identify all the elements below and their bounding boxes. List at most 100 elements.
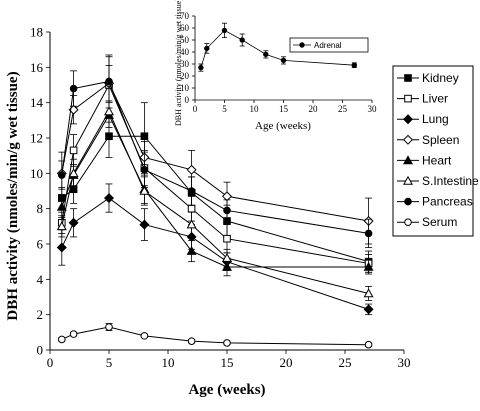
main-point-lung (56, 242, 67, 253)
legend-label-pancreas: Pancreas (422, 195, 473, 209)
inset-legend-box (289, 37, 369, 53)
inset-point-adrenal (263, 51, 269, 58)
main-series-liver (58, 56, 373, 273)
main-y-tick-label: 8 (37, 201, 44, 216)
main-point-s-intestine (222, 252, 232, 262)
inset-x-tick-label: 20 (309, 104, 319, 114)
legend-item-lung: Lung (397, 112, 449, 126)
legend-item-pancreas: Pancreas (397, 195, 473, 209)
main-point-pancreas (105, 77, 113, 86)
main-point-pancreas (58, 171, 66, 179)
main-point-heart (56, 201, 67, 211)
main-x-tick-label: 20 (280, 355, 293, 370)
inset-plot: 0 5 10 15 20 25 30 0 10 20 30 40 50 60 70 Age (weeks)… (174, 0, 377, 132)
inset-x-tick-label: 0 (193, 104, 198, 114)
main-point-serum (58, 335, 66, 344)
main-point-liver (223, 234, 231, 243)
inset-point-adrenal (221, 27, 228, 34)
main-y-tick-label: 10 (30, 166, 43, 181)
legend-item-heart: Heart (397, 153, 452, 167)
legend-item-kidney: Kidney (397, 71, 459, 85)
inset-point-adrenal (204, 45, 210, 52)
inset-y-tick-label: 50 (180, 35, 190, 45)
main-y-tick-label: 2 (37, 307, 44, 322)
legend-marker-serum (404, 218, 412, 226)
main-y-tick-label: 0 (37, 343, 44, 358)
legend-item-liver: Liver (397, 92, 448, 106)
main-point-s-intestine (56, 221, 67, 231)
inset-series (198, 22, 357, 72)
legend-label-heart: Heart (422, 153, 452, 167)
inset-x-axis-title: Age (weeks) (255, 120, 311, 132)
main-series-serum (58, 323, 373, 349)
legend-marker-kidney (404, 74, 412, 82)
inset-x-tick-label: 15 (279, 104, 289, 114)
main-series (56, 54, 374, 349)
legend-item-serum: Serum (397, 215, 457, 229)
main-y-tick-label: 4 (37, 272, 44, 287)
inset-x-tick-label: 30 (368, 104, 378, 114)
main-series-s-intestine (56, 100, 374, 301)
inset-y-tick-label: 20 (180, 71, 190, 81)
main-y-tick-label: 18 (30, 25, 43, 40)
main-point-s-intestine (186, 219, 197, 229)
legend: Kidney Liver Lung Spleen Heart S.Intestine Pan… (392, 65, 479, 237)
main-x-tick-label: 25 (339, 355, 352, 370)
main-series-heart (56, 102, 374, 277)
legend-marker-pancreas (404, 197, 412, 206)
main-y-tick-label: 6 (37, 237, 44, 252)
main-x-tick-label: 15 (221, 355, 234, 370)
main-point-s-intestine (139, 185, 150, 195)
main-point-pancreas (140, 166, 149, 174)
main-x-tick-label: 30 (398, 355, 411, 370)
main-point-lung (104, 193, 114, 204)
main-point-spleen (186, 164, 197, 175)
main-point-liver (187, 204, 196, 213)
legend-label-spleen: Spleen (422, 133, 459, 147)
inset-y-tick-label: 40 (180, 47, 190, 57)
main-point-s-intestine (68, 168, 79, 178)
legend-label-serum: Serum (422, 215, 457, 229)
main-series-pancreas (58, 54, 373, 248)
inset-y-tick-label: 60 (180, 23, 190, 33)
main-point-kidney (140, 132, 149, 141)
main-point-liver (69, 146, 78, 155)
main-point-serum (140, 332, 149, 340)
main-point-serum (364, 340, 373, 349)
main-x-axis-title: Age (weeks) (188, 382, 265, 398)
inset-y-tick-label: 30 (180, 59, 190, 69)
main-y-tick-label: 14 (30, 95, 44, 110)
main-plot: 0 5 10 15 20 25 30 0 2 4 6 8 10 12 14 16 18 Age (weeks)… (5, 25, 411, 398)
main-y-tick-label: 12 (30, 131, 43, 146)
inset-x-tick-label: 10 (250, 104, 260, 114)
main-point-s-intestine (363, 288, 374, 298)
main-point-lung (139, 219, 150, 230)
legend-box (392, 65, 474, 237)
inset-point-adrenal (280, 57, 287, 64)
main-point-pancreas (187, 187, 196, 195)
inset-legend-label-adrenal: Adrenal (314, 41, 342, 50)
main-point-serum (187, 337, 196, 345)
legend-label-liver: Liver (422, 92, 448, 106)
inset-y-tick-label: 0 (185, 95, 190, 105)
inset-y-axis-title: DBH activity (nmoles/min/g wet tissue) (174, 0, 183, 126)
inset-y-tick-label: 70 (180, 11, 190, 21)
main-point-lung (363, 304, 374, 315)
main-x-tick-label: 0 (47, 355, 54, 370)
inset-point-adrenal (198, 64, 204, 71)
main-point-kidney (105, 132, 113, 141)
main-y-axis-title: DBH activity (nmoles/min/g wet tissue) (5, 71, 21, 320)
legend-item-s-intestine: S.Intestine (397, 174, 479, 188)
inset-legend: Adrenal (289, 37, 369, 53)
main-y-tick-label: 16 (30, 60, 44, 75)
inset-x-tick-label: 5 (222, 104, 227, 114)
inset-y-ticks: 0 10 20 30 40 50 60 70 (180, 11, 195, 105)
legend-marker-heart (403, 155, 413, 165)
inset-series-adrenal (198, 22, 357, 72)
legend-item-spleen: Spleen (397, 133, 459, 147)
main-x-ticks: 0 5 10 15 20 25 30 (47, 350, 411, 370)
main-point-heart (363, 261, 374, 271)
main-point-serum (69, 330, 78, 338)
main-point-heart (186, 245, 197, 255)
legend-marker-liver (404, 94, 412, 103)
